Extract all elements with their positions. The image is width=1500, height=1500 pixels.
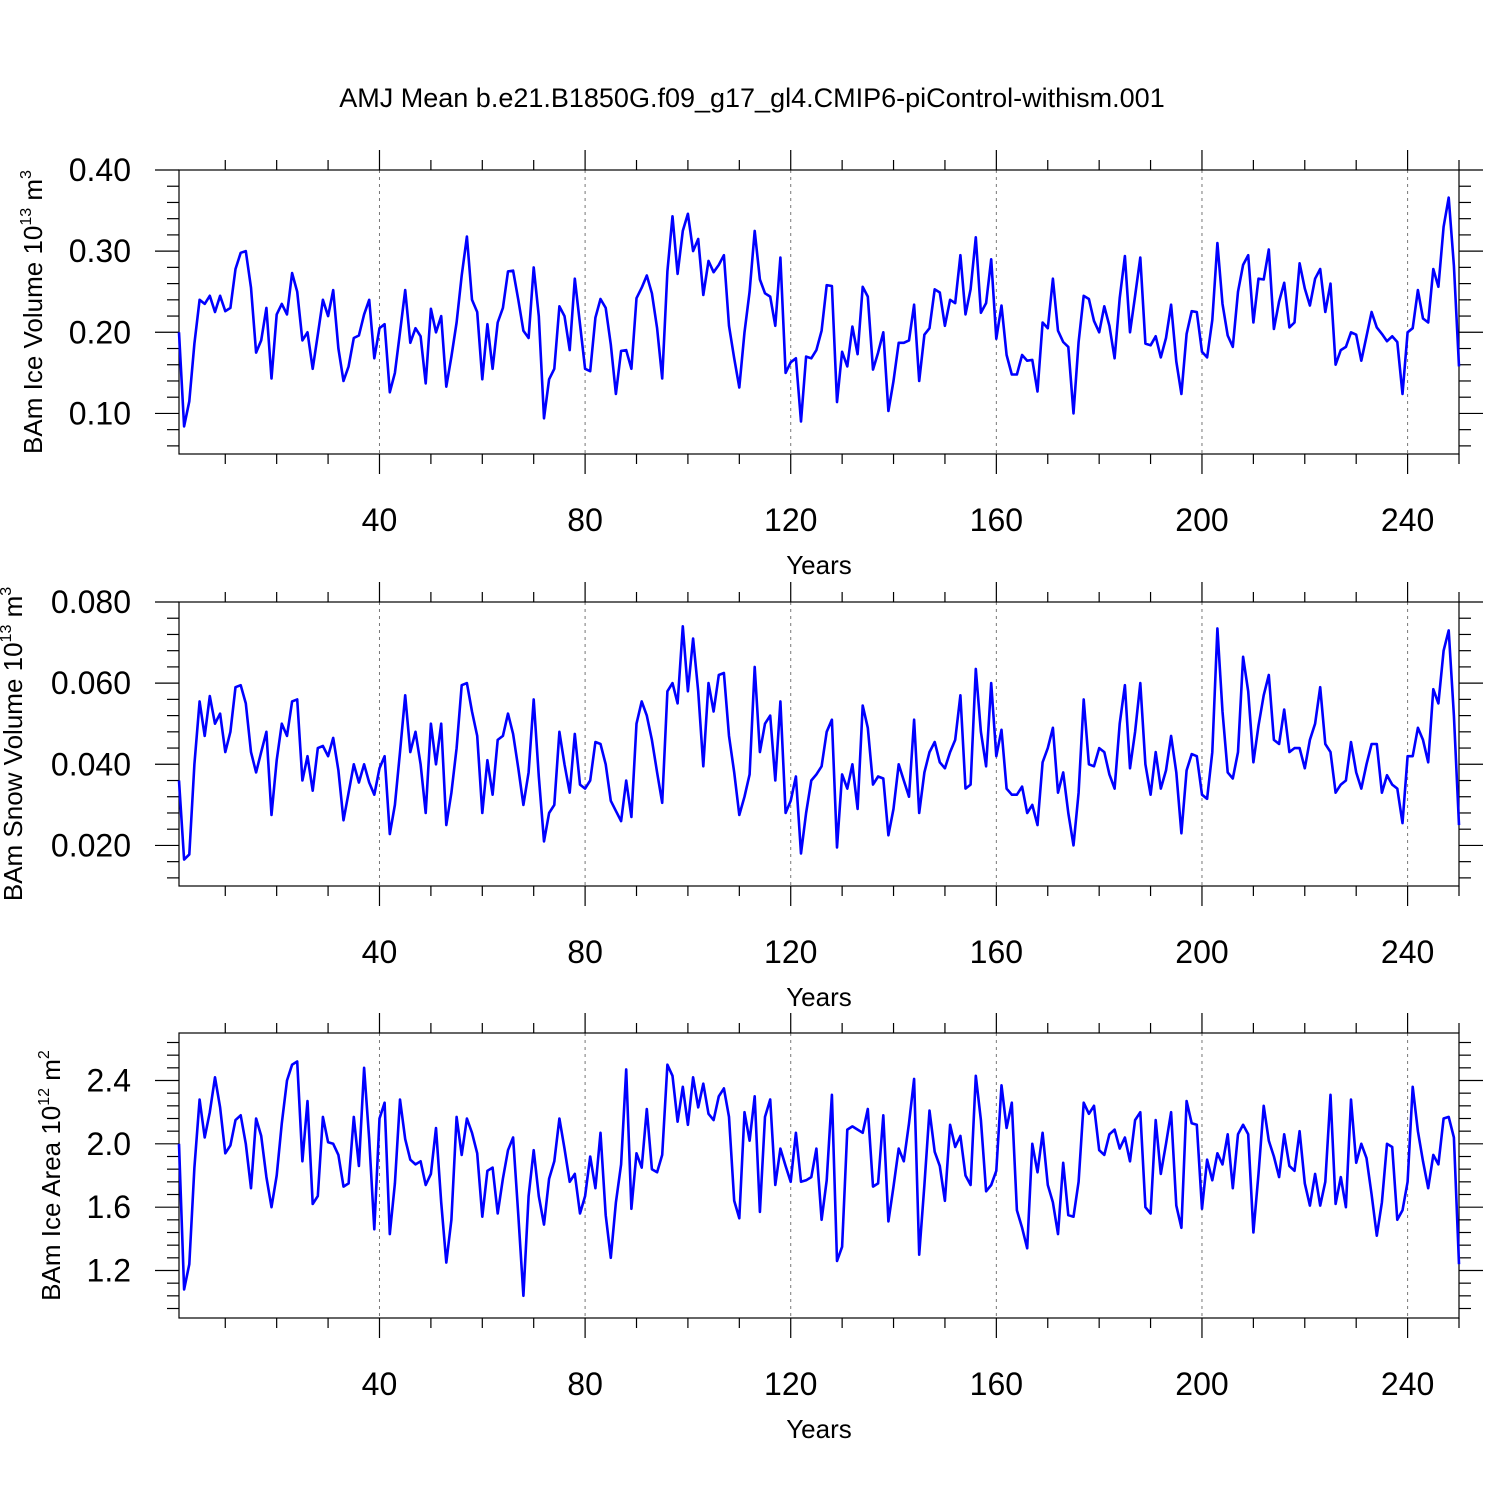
y-axis-label-exponent: 12 <box>36 1088 53 1106</box>
y-axis-label-unit: m <box>36 1059 66 1088</box>
y-tick-label: 0.10 <box>69 395 131 431</box>
y-axis-label-text: BAm Ice Area 10 <box>36 1106 66 1301</box>
x-tick-label: 240 <box>1381 502 1434 538</box>
y-axis-label-unit: m <box>0 596 28 625</box>
series-line <box>177 1060 1461 1298</box>
x-tick-label: 80 <box>567 1366 603 1402</box>
series-line <box>177 624 1461 861</box>
x-tick-label: 40 <box>362 502 398 538</box>
y-tick-label: 0.080 <box>51 584 131 620</box>
y-axis-label-unit: m <box>18 179 48 208</box>
y-axis-label-exponent: 13 <box>0 625 15 643</box>
x-tick-label: 160 <box>970 934 1023 970</box>
y-tick-label: 1.6 <box>87 1189 131 1225</box>
y-tick-label: 0.30 <box>69 233 131 269</box>
x-tick-label: 200 <box>1175 934 1228 970</box>
y-tick-label: 2.4 <box>87 1063 131 1099</box>
y-axis-label: BAm Ice Volume 1013 m3 <box>18 170 48 454</box>
y-tick-label: 2.0 <box>87 1126 131 1162</box>
y-tick-label: 0.40 <box>69 152 131 188</box>
y-axis-label-text: BAm Ice Volume 10 <box>18 226 48 454</box>
x-tick-label: 240 <box>1381 934 1434 970</box>
x-axis-label: Years <box>786 550 852 580</box>
x-tick-label: 200 <box>1175 502 1228 538</box>
y-tick-label: 0.040 <box>51 746 131 782</box>
x-tick-label: 40 <box>362 1366 398 1402</box>
x-tick-label: 80 <box>567 934 603 970</box>
panel-2: 0.020 0.040 0.060 0.080 40 80 120 160 200 240 Year… <box>0 582 1483 1012</box>
plot-frame <box>178 169 1460 455</box>
x-tick-label: 120 <box>764 502 817 538</box>
y-axis-label-text: BAm Snow Volume 10 <box>0 642 28 901</box>
y-tick-label: 0.060 <box>51 665 131 701</box>
x-tick-label: 120 <box>764 934 817 970</box>
y-tick-label: 0.20 <box>69 314 131 350</box>
x-tick-label: 40 <box>362 934 398 970</box>
y-axis-label: BAm Ice Area 1012 m2 <box>36 1050 66 1301</box>
y-axis-label-unit-exponent: 3 <box>18 170 35 179</box>
y-axis-label: BAm Snow Volume 1013 m3 <box>0 587 28 901</box>
y-axis-label-unit-exponent: 3 <box>0 587 15 596</box>
plot-frame <box>178 601 1460 887</box>
x-tick-label: 160 <box>970 1366 1023 1402</box>
y-tick-label: 0.020 <box>51 827 131 863</box>
x-tick-label: 240 <box>1381 1366 1434 1402</box>
x-tick-label: 160 <box>970 502 1023 538</box>
y-axis-label-unit-exponent: 2 <box>36 1050 53 1059</box>
x-axis-label: Years <box>786 1414 852 1444</box>
y-tick-label: 1.2 <box>87 1253 131 1289</box>
panel-3: 1.2 1.6 2.0 2.4 40 80 120 160 200 240 Years BAm Ice… <box>36 1013 1483 1444</box>
x-axis-label: Years <box>786 982 852 1012</box>
x-tick-label: 200 <box>1175 1366 1228 1402</box>
series-line <box>177 196 1461 428</box>
x-tick-label: 80 <box>567 502 603 538</box>
y-axis-label-exponent: 13 <box>18 208 35 226</box>
x-tick-label: 120 <box>764 1366 817 1402</box>
figure-title: AMJ Mean b.e21.B1850G.f09_g17_gl4.CMIP6-… <box>339 83 1164 113</box>
panel-1: 0.10 0.20 0.30 0.40 40 80 120 160 200 240 Years BAm… <box>18 150 1483 580</box>
